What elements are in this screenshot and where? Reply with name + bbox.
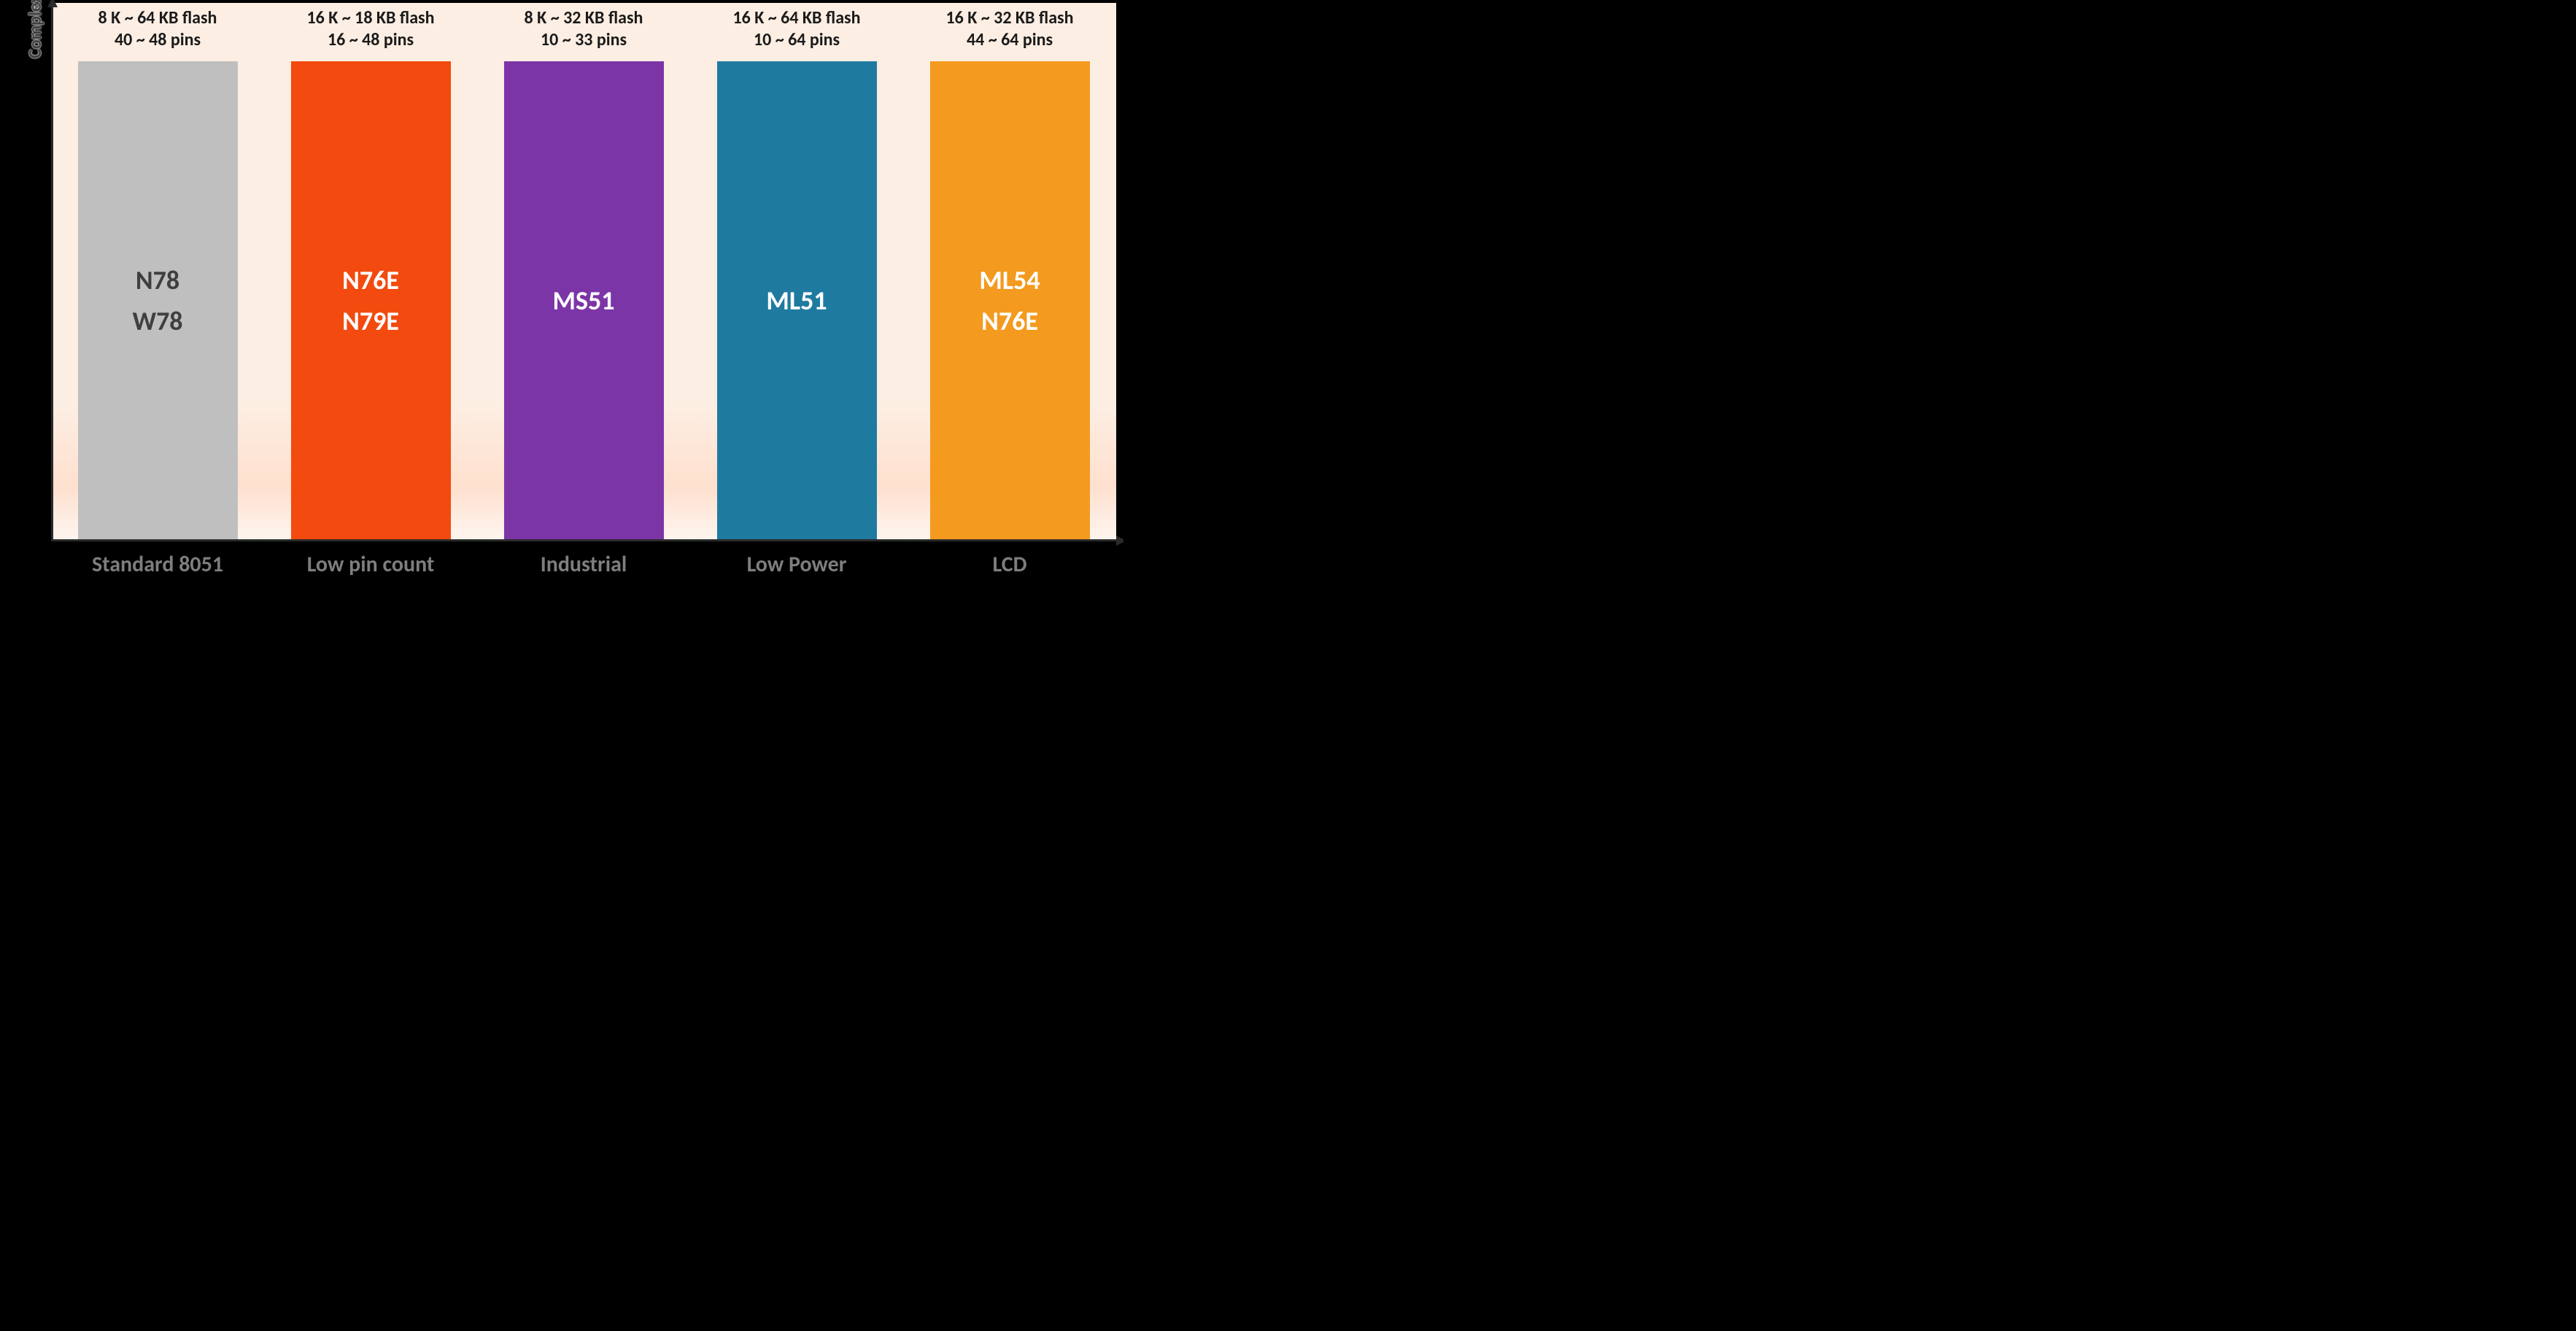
x-category-label: LCD (903, 551, 1116, 578)
series-label: N79E (342, 305, 399, 337)
y-axis-label: Complexity (25, 0, 46, 58)
bar-industrial: MS51 (504, 61, 664, 539)
pins-label: 16 ~ 48 pins (264, 29, 477, 51)
bar-top-labels: 16 K ~ 32 KB flash 44 ~ 64 pins (903, 3, 1116, 61)
x-category-label: Industrial (477, 551, 690, 578)
flash-label: 16 K ~ 18 KB flash (264, 7, 477, 29)
bar-top-labels: 8 K ~ 32 KB flash 10 ~ 33 pins (477, 3, 690, 61)
x-category-label: Standard 8051 (51, 551, 264, 578)
series-label: N78 (136, 264, 179, 296)
bar-slot-low-power: 16 K ~ 64 KB flash 10 ~ 64 pins ML51 (690, 3, 903, 539)
x-category-label: Low Power (690, 551, 903, 578)
x-axis-line (51, 539, 1121, 541)
bar-top-labels: 8 K ~ 64 KB flash 40 ~ 48 pins (51, 3, 264, 61)
bar-top-labels: 16 K ~ 64 KB flash 10 ~ 64 pins (690, 3, 903, 61)
bar-slot-standard-8051: 8 K ~ 64 KB flash 40 ~ 48 pins N78 W78 (51, 3, 264, 539)
x-axis-arrow-icon (1116, 536, 1123, 546)
chart-stage: Complexity 8 K ~ 64 KB flash 40 ~ 48 pin… (0, 0, 1123, 584)
bar-lcd: ML54 N76E (930, 61, 1090, 539)
bar-slot-low-pin-count: 16 K ~ 18 KB flash 16 ~ 48 pins N76E N79… (264, 3, 477, 539)
pins-label: 40 ~ 48 pins (51, 29, 264, 51)
pins-label: 10 ~ 33 pins (477, 29, 690, 51)
pins-label: 44 ~ 64 pins (903, 29, 1116, 51)
series-label: N76E (981, 305, 1038, 337)
series-label: W78 (132, 305, 182, 337)
bar-low-power: ML51 (717, 61, 877, 539)
flash-label: 8 K ~ 64 KB flash (51, 7, 264, 29)
bar-slot-industrial: 8 K ~ 32 KB flash 10 ~ 33 pins MS51 (477, 3, 690, 539)
bar-top-labels: 16 K ~ 18 KB flash 16 ~ 48 pins (264, 3, 477, 61)
flash-label: 16 K ~ 32 KB flash (903, 7, 1116, 29)
x-category-label: Low pin count (264, 551, 477, 578)
series-label: ML51 (766, 285, 827, 317)
bars-container: 8 K ~ 64 KB flash 40 ~ 48 pins N78 W78 1… (51, 3, 1116, 539)
bar-standard-8051: N78 W78 (78, 61, 238, 539)
x-categories: Standard 8051 Low pin count Industrial L… (51, 551, 1116, 578)
bar-slot-lcd: 16 K ~ 32 KB flash 44 ~ 64 pins ML54 N76… (903, 3, 1116, 539)
flash-label: 16 K ~ 64 KB flash (690, 7, 903, 29)
pins-label: 10 ~ 64 pins (690, 29, 903, 51)
series-label: N76E (342, 264, 399, 296)
series-label: MS51 (553, 285, 615, 317)
series-label: ML54 (979, 264, 1040, 296)
flash-label: 8 K ~ 32 KB flash (477, 7, 690, 29)
bar-low-pin-count: N76E N79E (291, 61, 451, 539)
